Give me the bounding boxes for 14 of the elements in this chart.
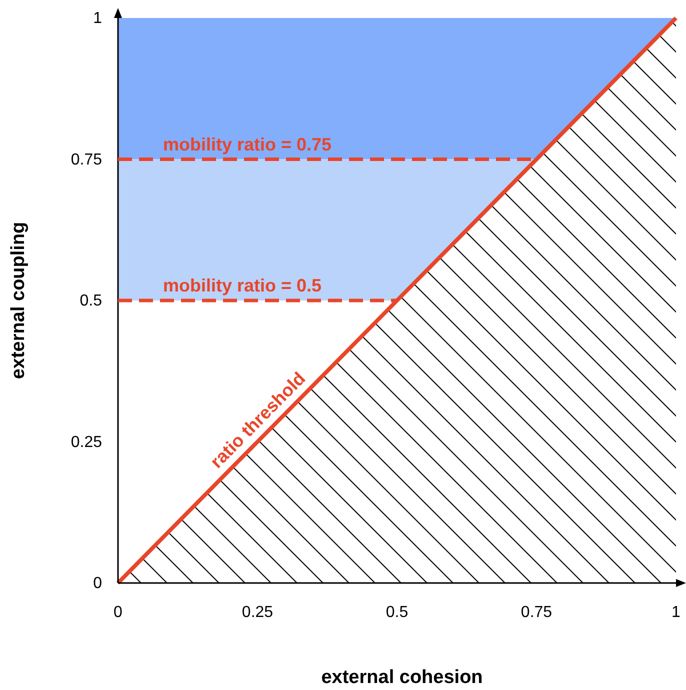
series-label: mobility ratio = 0.5 — [163, 276, 322, 296]
x-tick-label: 0 — [114, 604, 123, 621]
x-tick-label: 0.5 — [386, 604, 408, 621]
y-tick-label: 1 — [93, 10, 102, 27]
y-tick-label: 0 — [93, 575, 102, 592]
x-tick-label: 0.25 — [242, 604, 274, 621]
x-tick-label: 1 — [672, 604, 681, 621]
x-tick-label: 0.75 — [520, 604, 552, 621]
series-label: mobility ratio = 0.75 — [163, 134, 332, 154]
y-tick-label: 0.5 — [80, 292, 102, 310]
y-tick-label: 0.75 — [70, 151, 102, 168]
x-axis-title: external cohesion — [321, 667, 483, 688]
y-axis-title: external coupling — [8, 222, 29, 380]
y-tick-label: 0.25 — [70, 434, 102, 451]
